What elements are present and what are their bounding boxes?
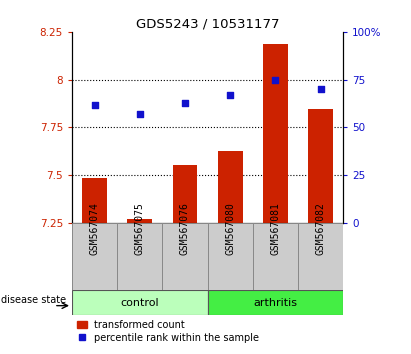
Text: GSM567082: GSM567082 [316,202,326,255]
Legend: transformed count, percentile rank within the sample: transformed count, percentile rank withi… [77,320,259,343]
Bar [208,290,343,315]
Bar [82,178,107,223]
Point [272,77,279,82]
Text: GSM567076: GSM567076 [180,202,190,255]
Bar [173,165,197,223]
Bar [72,290,208,315]
Point [317,86,324,92]
Point [227,92,233,98]
Text: GSM567074: GSM567074 [90,202,99,255]
Title: GDS5243 / 10531177: GDS5243 / 10531177 [136,18,279,31]
Point [91,102,98,107]
Bar [127,219,152,223]
Text: control: control [120,298,159,308]
Text: GSM567075: GSM567075 [135,202,145,255]
Bar [162,223,208,290]
Text: disease state: disease state [1,295,66,305]
Bar [208,223,253,290]
Point [182,100,188,105]
Text: GSM567081: GSM567081 [270,202,280,255]
Bar [308,109,333,223]
Bar [298,223,343,290]
Bar [218,151,242,223]
Text: arthritis: arthritis [253,298,298,308]
Bar [117,223,162,290]
Bar [253,223,298,290]
Bar [263,44,288,223]
Text: GSM567080: GSM567080 [225,202,235,255]
Bar [72,223,117,290]
Point [136,111,143,117]
